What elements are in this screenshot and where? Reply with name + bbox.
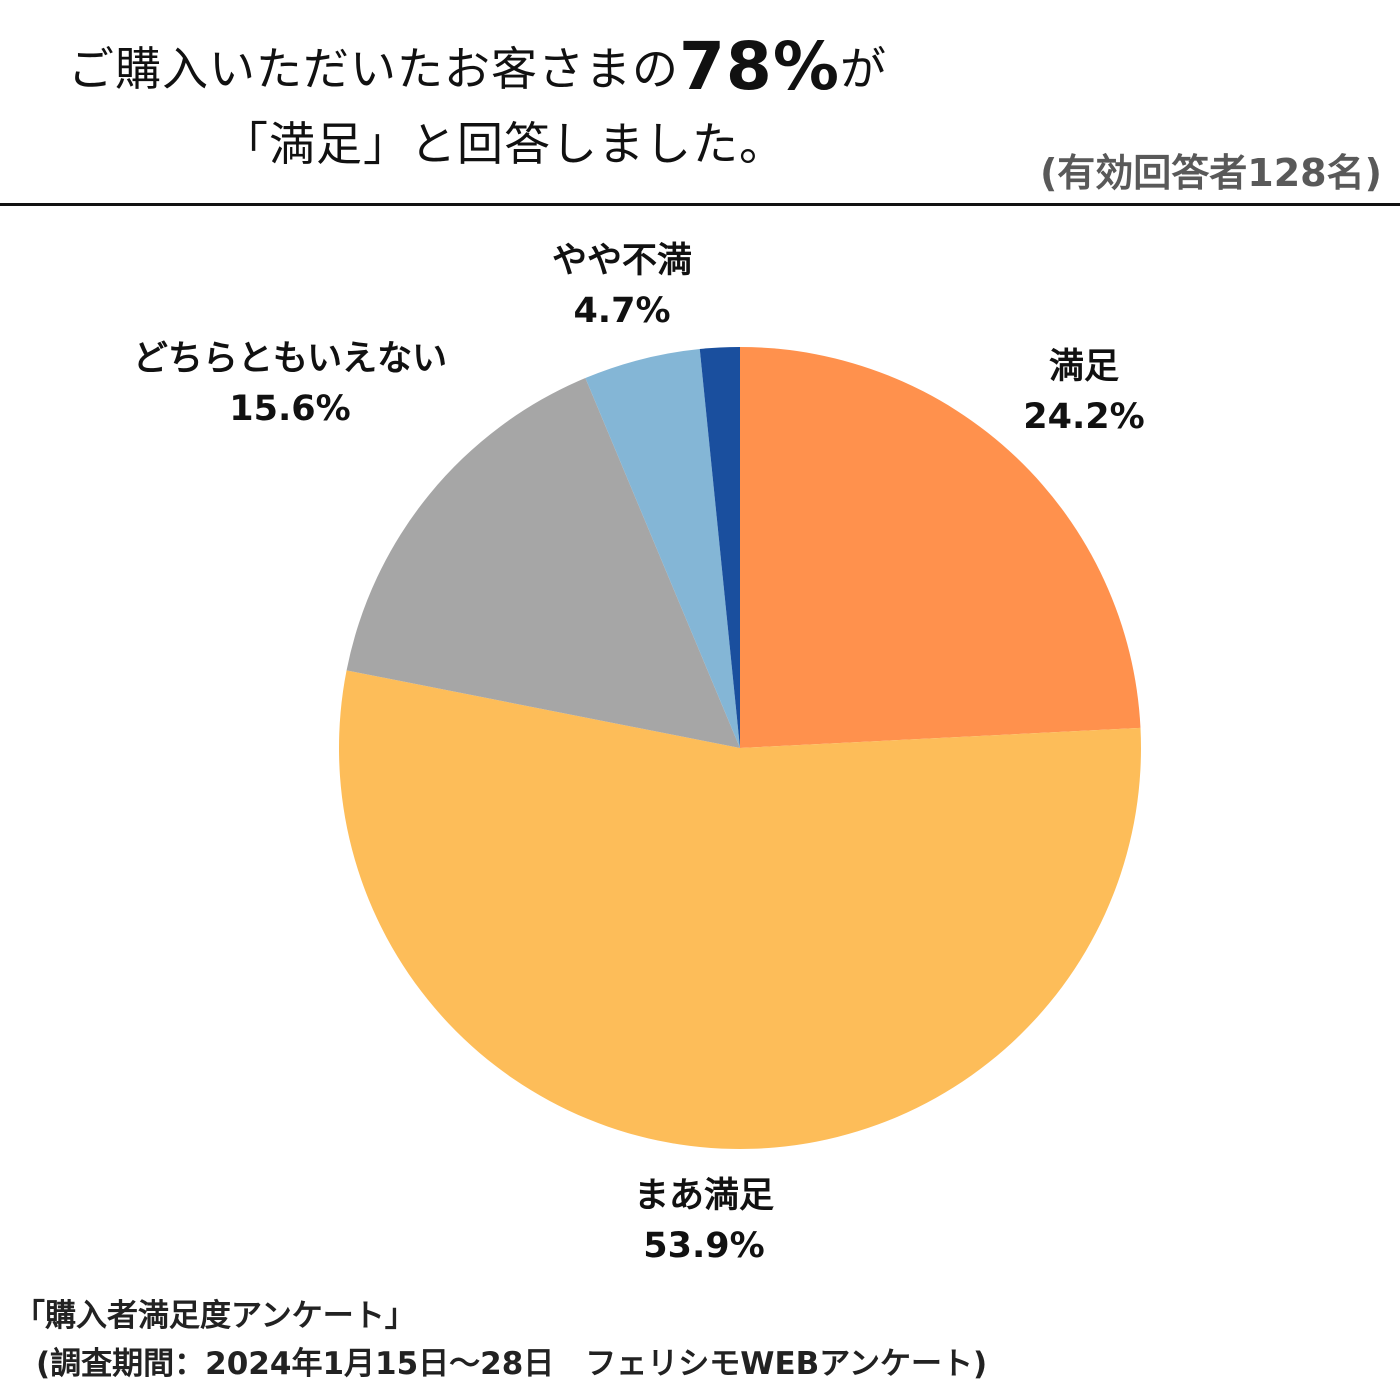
pie-labels: 満足 24.2% まあ満足 53.9% どちらともいえない 15.6% やや不満 4.7% <box>133 241 1145 1266</box>
pie-slice-0 <box>740 347 1141 748</box>
pie-slice-2 <box>346 378 740 748</box>
header-divider <box>0 203 1400 206</box>
title-suffix: が <box>839 42 887 96</box>
pie-slice-3 <box>585 349 740 748</box>
slice-label-2: どちらともいえない <box>133 339 447 379</box>
slice-value-label-2: 15.6% <box>229 389 350 429</box>
sample-size-note: (有効回答者128名) <box>1039 151 1382 195</box>
chart-title-line2: 「満足」と回答しました。 <box>222 117 786 171</box>
pie-slice-4 <box>699 347 740 748</box>
slice-label-0: 満足 <box>1049 347 1119 387</box>
title-highlight: 78% <box>679 28 840 105</box>
chart-header: ご購入いただいたお客さまの78%が 「満足」と回答しました。 (有効回答者128… <box>0 0 1400 206</box>
slice-value-label-1: 53.9% <box>643 1226 764 1266</box>
slice-label-3: やや不満 <box>552 241 692 281</box>
slice-value-label-0: 24.2% <box>1023 397 1144 437</box>
title-prefix: ご購入いただいたお客さまの <box>68 42 679 96</box>
pie-slice-1 <box>338 670 1141 1150</box>
slice-value-label-3: 4.7% <box>573 291 670 331</box>
pie-slices <box>338 347 1141 1150</box>
survey-name: 「購入者満足度アンケート」 <box>14 1298 416 1334</box>
chart-footer: 「購入者満足度アンケート」 (調査期間：2024年1月15日～28日 フェリシモ… <box>14 1292 987 1388</box>
survey-period: (調査期間：2024年1月15日～28日 フェリシモWEBアンケート) <box>36 1346 988 1382</box>
slice-label-1: まあ満足 <box>634 1176 774 1216</box>
chart-title: ご購入いただいたお客さまの78%が <box>68 28 887 105</box>
